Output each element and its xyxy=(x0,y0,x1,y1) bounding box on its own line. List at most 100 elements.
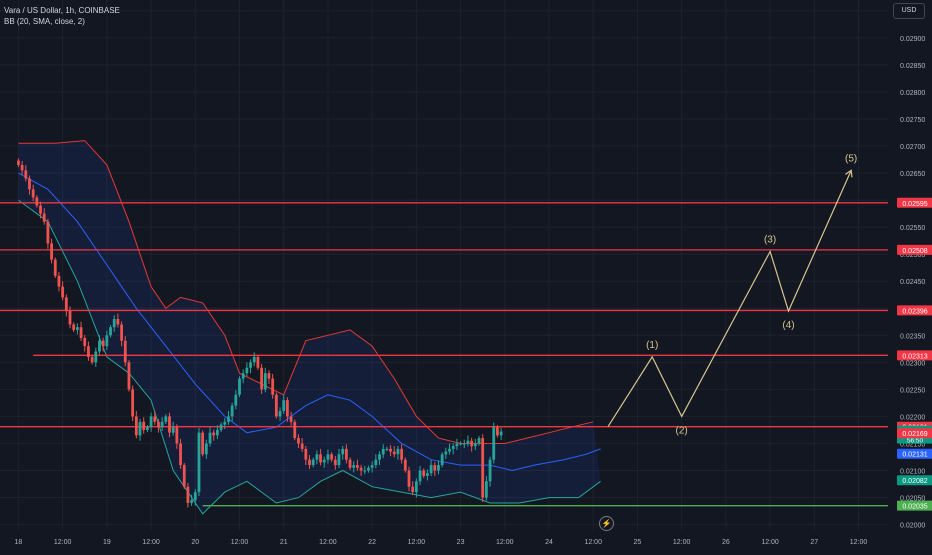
candle xyxy=(245,367,249,374)
bollinger-basis xyxy=(18,172,601,472)
candle xyxy=(389,448,392,452)
price-axis-bg xyxy=(890,0,932,550)
candle xyxy=(263,373,267,390)
candle xyxy=(256,356,260,368)
price-tick-label: 0.02250 xyxy=(900,387,925,394)
candle xyxy=(488,459,492,482)
candle xyxy=(459,443,462,445)
level-tag xyxy=(897,244,932,255)
price-tick-label: 0.02100 xyxy=(900,469,925,476)
level-tag xyxy=(897,305,932,316)
candle xyxy=(168,416,171,433)
candle xyxy=(193,492,197,501)
price-axis[interactable]: 0.029500.029000.028500.028000.027500.027… xyxy=(890,0,932,550)
level-tag-label: 0.02595 xyxy=(902,201,927,208)
candle xyxy=(142,421,146,430)
candle xyxy=(39,205,42,214)
candle xyxy=(212,432,216,436)
price-tick-label: 0.02850 xyxy=(900,63,925,70)
candle xyxy=(134,416,138,436)
time-tick-label: 12:00 xyxy=(584,539,602,546)
candle xyxy=(363,470,367,472)
time-tick-label: 12:00 xyxy=(761,539,779,546)
candle xyxy=(429,465,433,474)
candle xyxy=(326,454,330,460)
candle xyxy=(466,440,470,444)
bollinger-band-area xyxy=(18,140,601,514)
candle xyxy=(484,481,488,498)
candle xyxy=(138,421,142,436)
candle xyxy=(341,448,345,455)
candle xyxy=(46,221,50,244)
time-tick-label: 22 xyxy=(368,539,376,546)
candle xyxy=(378,454,381,460)
candle xyxy=(297,438,300,444)
candle xyxy=(171,427,175,433)
price-tick-label: 0.02700 xyxy=(900,144,925,151)
candle xyxy=(215,429,219,436)
candle xyxy=(426,473,429,476)
candle xyxy=(308,459,311,466)
candle xyxy=(182,465,186,487)
time-tick-label: 21 xyxy=(280,539,288,546)
candle xyxy=(72,324,76,330)
candle xyxy=(105,335,109,347)
candle xyxy=(396,448,400,455)
candle xyxy=(249,362,252,368)
candle xyxy=(190,500,194,503)
candle xyxy=(444,451,448,455)
candle xyxy=(300,443,304,449)
candle xyxy=(75,327,79,330)
candle xyxy=(496,427,499,436)
candle xyxy=(149,416,153,428)
price-tick-label: 0.02550 xyxy=(900,225,925,232)
candle xyxy=(356,465,359,468)
candle xyxy=(201,432,205,455)
wave-projection[interactable]: (1) (2) (3) (4) (5) xyxy=(607,153,857,436)
candle xyxy=(68,310,72,325)
candle xyxy=(24,170,28,179)
indicator-title[interactable]: BB (20, SMA, close, 2) xyxy=(4,17,85,26)
candle xyxy=(197,432,201,493)
candle xyxy=(367,467,370,471)
candle xyxy=(440,454,444,466)
time-axis[interactable]: 18 12:00 19 12:00 20 12:00 21 12:00 22 12:00 23 12:… xyxy=(0,530,890,550)
time-tick-label: 26 xyxy=(722,539,730,546)
candle xyxy=(101,340,105,347)
candle xyxy=(304,448,308,460)
candle xyxy=(109,327,112,336)
horizontal-levels[interactable] xyxy=(0,202,888,507)
candle xyxy=(319,454,322,463)
symbol-title[interactable]: Vara / US Dollar, 1h, COINBASE xyxy=(4,6,120,15)
bolt-icon[interactable]: ⚡ xyxy=(599,516,614,531)
candle xyxy=(492,427,496,460)
candle xyxy=(260,367,264,390)
time-tick-label: 18 xyxy=(15,539,23,546)
candle xyxy=(219,424,223,430)
candle xyxy=(403,459,407,471)
price-tag xyxy=(897,428,932,439)
candle xyxy=(400,448,404,460)
candles xyxy=(17,158,503,508)
currency-button[interactable]: USD xyxy=(893,3,925,19)
candle xyxy=(352,465,356,468)
candle xyxy=(414,481,418,493)
level-tag-label: 0.02035 xyxy=(902,504,927,511)
candle xyxy=(289,416,293,422)
price-tag-label: 0.02131 xyxy=(902,452,927,459)
candle xyxy=(227,416,230,422)
candle xyxy=(87,346,90,357)
level-tag-label: 0.02313 xyxy=(902,353,927,360)
wave-label: (4) xyxy=(782,320,794,331)
candle xyxy=(470,440,474,447)
time-tick-label: 12:00 xyxy=(673,539,691,546)
candle xyxy=(145,427,149,430)
candle xyxy=(57,275,61,287)
candle xyxy=(238,378,241,395)
candle xyxy=(271,378,275,395)
candle xyxy=(337,454,341,466)
wave-label: (3) xyxy=(764,234,776,245)
price-tick-label: 0.02900 xyxy=(900,36,925,43)
